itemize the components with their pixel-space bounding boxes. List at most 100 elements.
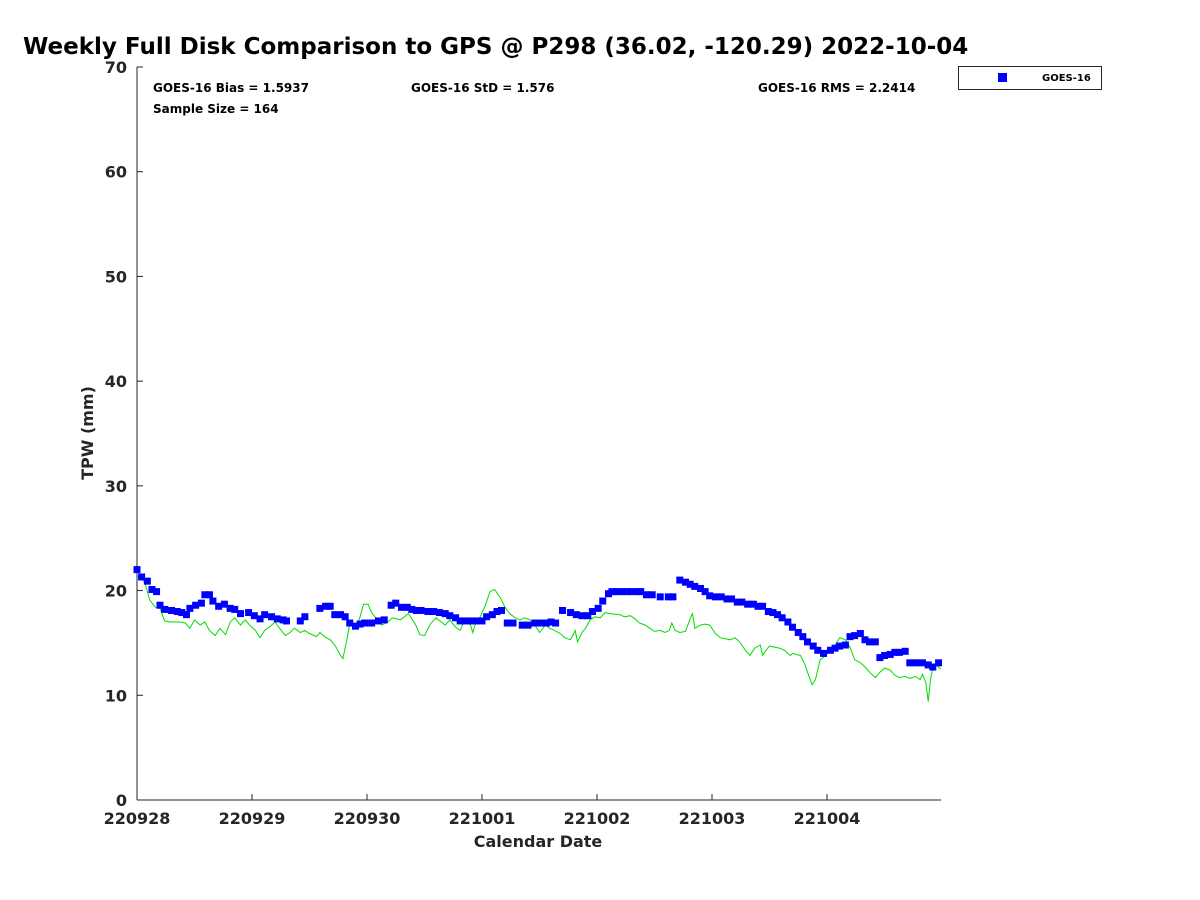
y-axis-label: TPW (mm) [78, 386, 97, 480]
goes16-point [723, 595, 731, 603]
goes16-point [398, 603, 405, 611]
goes16-point [895, 648, 903, 656]
goes16-point [656, 593, 664, 601]
goes16-point [524, 621, 532, 629]
goes16-point [412, 606, 420, 614]
goes16-point [368, 619, 376, 627]
legend-label-goes16: GOES-16 [1042, 73, 1091, 84]
goes16-point [301, 613, 309, 621]
goes16-point [578, 612, 586, 620]
goes16-point [387, 601, 395, 609]
goes16-point [809, 642, 817, 650]
goes16-point [851, 632, 859, 640]
goes16-point [156, 601, 164, 609]
goes16-point [337, 611, 345, 619]
goes16-point [273, 615, 281, 623]
goes16-point [231, 605, 239, 613]
x-tick-label: 220928 [104, 809, 171, 828]
x-tick-label: 220929 [219, 809, 286, 828]
goes16-point [542, 619, 550, 627]
goes16-point [876, 654, 884, 662]
goes16-point [794, 628, 802, 636]
goes16-point [153, 588, 161, 596]
goes16-point [361, 619, 369, 627]
goes16-point [697, 584, 704, 592]
goes16-point [467, 617, 474, 625]
goes16-point [764, 608, 772, 616]
goes16-point [728, 595, 736, 603]
goes16-point [552, 619, 560, 627]
goes16-point [268, 613, 276, 621]
x-tick-label: 221001 [449, 809, 516, 828]
goes16-point [452, 614, 460, 622]
goes16-point [901, 647, 909, 655]
y-tick-label: 0 [116, 791, 127, 810]
goes16-point [250, 612, 258, 620]
goes16-point [461, 617, 469, 625]
goes16-point [918, 659, 926, 667]
goes16-point [261, 611, 269, 619]
goes16-point [478, 617, 486, 625]
goes16-point [701, 588, 709, 596]
goes16-point [799, 633, 807, 641]
goes16-point [205, 591, 213, 599]
goes16-point [375, 617, 382, 625]
goes16-point [599, 597, 607, 605]
goes16-point [691, 582, 699, 590]
goes16-point [503, 619, 511, 627]
x-tick-label: 221003 [679, 809, 746, 828]
goes16-point [929, 663, 937, 671]
goes16-point [537, 619, 545, 627]
goes16-point [245, 609, 253, 617]
goes16-point [201, 591, 209, 599]
goes16-point [197, 599, 205, 607]
goes16-point [826, 646, 834, 654]
goes16-point [531, 619, 539, 627]
goes16-point [669, 593, 677, 601]
chart-title: Weekly Full Disk Comparison to GPS @ P29… [23, 34, 968, 60]
goes16-point [220, 600, 228, 608]
legend: GOES-16 [958, 66, 1102, 90]
goes16-point [769, 609, 777, 617]
goes16-point [871, 638, 879, 646]
goes16-point [209, 597, 217, 605]
goes16-point [711, 593, 719, 601]
goes16-point [148, 586, 156, 594]
legend-box [958, 66, 1102, 90]
goes16-point [356, 620, 364, 628]
goes16-point [547, 618, 555, 626]
goes16-point [856, 630, 864, 638]
goes16-point [774, 611, 782, 619]
bias-stat: GOES-16 Bias = 1.5937 [153, 81, 309, 95]
goes16-point [483, 613, 491, 621]
goes16-point [509, 619, 517, 627]
goes16-point [789, 623, 796, 631]
goes16-point [682, 578, 690, 586]
goes16-point [518, 621, 526, 629]
goes16-point [341, 613, 349, 621]
x-tick-label: 220930 [334, 809, 401, 828]
goes16-point [326, 602, 334, 610]
goes16-point [237, 610, 244, 618]
goes16-point [493, 608, 501, 616]
goes16-point [380, 616, 388, 624]
goes16-point [814, 646, 822, 654]
goes16-point [283, 617, 290, 625]
goes16-point [173, 608, 181, 616]
goes16-point [331, 611, 339, 619]
y-tick-label: 60 [105, 163, 127, 182]
goes16-point [588, 608, 596, 616]
goes16-point [846, 633, 854, 641]
goes16-point [441, 610, 449, 618]
goes16-point [924, 661, 932, 669]
gps-line [136, 574, 942, 702]
goes16-point [138, 573, 146, 581]
goes16-point [424, 608, 432, 616]
goes16-point [161, 605, 169, 613]
goes16-point [226, 604, 234, 612]
goes16-point [706, 592, 714, 600]
goes16-point [628, 588, 635, 596]
goes16-point [296, 617, 304, 625]
goes16-point [608, 588, 616, 596]
